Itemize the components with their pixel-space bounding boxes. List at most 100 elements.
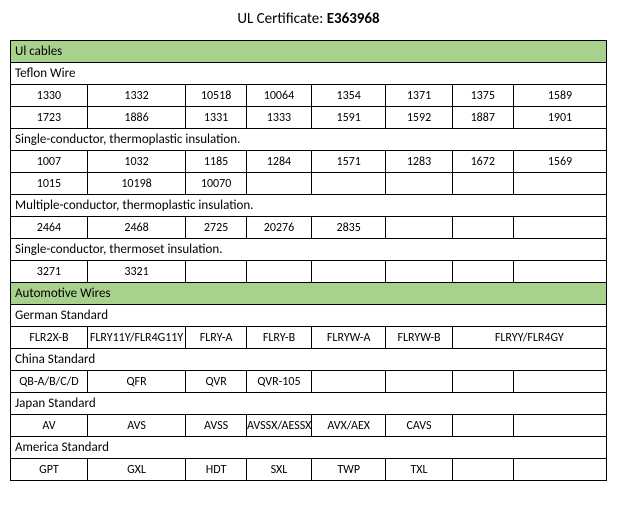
- data-cell: FLRY-A: [186, 327, 247, 349]
- table-row: Japan Standard: [11, 393, 607, 415]
- data-cell: 2725: [186, 217, 247, 239]
- data-cell: AVSSX/AESSX: [246, 415, 311, 437]
- data-cell: 1901: [513, 107, 606, 129]
- data-cell: TXL: [386, 459, 452, 481]
- section-header: Automotive Wires: [11, 283, 607, 305]
- data-cell: [386, 217, 452, 239]
- data-cell: 1332: [87, 85, 185, 107]
- data-cell: [311, 371, 386, 393]
- data-cell: QFR: [87, 371, 185, 393]
- data-cell: [386, 371, 452, 393]
- data-cell: 3271: [11, 261, 88, 283]
- data-cell: CAVS: [386, 415, 452, 437]
- data-cell: 1333: [246, 107, 311, 129]
- data-cell: FLRYY/FLR4GY: [452, 327, 606, 349]
- data-cell: [386, 261, 452, 283]
- data-cell: 3321: [87, 261, 185, 283]
- data-cell: 1371: [386, 85, 452, 107]
- data-cell: 1185: [186, 151, 247, 173]
- data-cell: AV: [11, 415, 88, 437]
- sub-header: German Standard: [11, 305, 607, 327]
- data-cell: 10070: [186, 173, 247, 195]
- data-cell: [246, 173, 311, 195]
- data-cell: [452, 371, 513, 393]
- data-cell: [386, 173, 452, 195]
- sub-header: China Standard: [11, 349, 607, 371]
- data-cell: 2835: [311, 217, 386, 239]
- data-cell: [311, 173, 386, 195]
- data-cell: HDT: [186, 459, 247, 481]
- data-cell: FLR2X-B: [11, 327, 88, 349]
- table-row: 1330133210518100641354137113751589: [11, 85, 607, 107]
- data-cell: 2464: [11, 217, 88, 239]
- section-header: Ul cables: [11, 41, 607, 63]
- table-row: QB-A/B/C/DQFRQVRQVR-105: [11, 371, 607, 393]
- data-cell: 1354: [311, 85, 386, 107]
- data-cell: AVS: [87, 415, 185, 437]
- data-cell: 20276: [246, 217, 311, 239]
- data-cell: AVSS: [186, 415, 247, 437]
- data-cell: GPT: [11, 459, 88, 481]
- data-cell: 1015: [11, 173, 88, 195]
- table-row: 17231886133113331591159218871901: [11, 107, 607, 129]
- data-cell: [186, 261, 247, 283]
- sub-header: Single-conductor, thermoplastic insulati…: [11, 129, 607, 151]
- title-value: E363968: [327, 10, 380, 28]
- data-cell: AVX/AEX: [311, 415, 386, 437]
- table-row: China Standard: [11, 349, 607, 371]
- sub-header: Single-conductor, thermoset insulation.: [11, 239, 607, 261]
- table-row: America Standard: [11, 437, 607, 459]
- sub-header: Multiple-conductor, thermoplastic insula…: [11, 195, 607, 217]
- table-row: Teflon Wire: [11, 63, 607, 85]
- data-cell: GXL: [87, 459, 185, 481]
- data-cell: [452, 173, 513, 195]
- table-row: FLR2X-BFLRY11Y/FLR4G11YFLRY-AFLRY-BFLRYW…: [11, 327, 607, 349]
- data-cell: 1589: [513, 85, 606, 107]
- data-cell: TWP: [311, 459, 386, 481]
- table-row: Single-conductor, thermoset insulation.: [11, 239, 607, 261]
- data-cell: 10518: [186, 85, 247, 107]
- certificate-table: Ul cablesTeflon Wire13301332105181006413…: [10, 40, 607, 481]
- data-cell: [513, 459, 606, 481]
- data-cell: 1591: [311, 107, 386, 129]
- data-cell: 1569: [513, 151, 606, 173]
- sub-header: Teflon Wire: [11, 63, 607, 85]
- table-row: Automotive Wires: [11, 283, 607, 305]
- table-row: 246424682725202762835: [11, 217, 607, 239]
- table-row: AVAVSAVSSAVSSX/AESSXAVX/AEXCAVS: [11, 415, 607, 437]
- sub-header: Japan Standard: [11, 393, 607, 415]
- table-row: GPTGXLHDTSXLTWPTXL: [11, 459, 607, 481]
- table-row: German Standard: [11, 305, 607, 327]
- table-row: 10151019810070: [11, 173, 607, 195]
- data-cell: 1284: [246, 151, 311, 173]
- data-cell: [513, 217, 606, 239]
- data-cell: 1571: [311, 151, 386, 173]
- data-cell: 1331: [186, 107, 247, 129]
- data-cell: 1592: [386, 107, 452, 129]
- data-cell: [452, 459, 513, 481]
- data-cell: 1723: [11, 107, 88, 129]
- data-cell: 1887: [452, 107, 513, 129]
- sub-header: America Standard: [11, 437, 607, 459]
- data-cell: [452, 217, 513, 239]
- data-cell: 10198: [87, 173, 185, 195]
- data-cell: QB-A/B/C/D: [11, 371, 88, 393]
- data-cell: [513, 173, 606, 195]
- data-cell: 1007: [11, 151, 88, 173]
- table-row: Multiple-conductor, thermoplastic insula…: [11, 195, 607, 217]
- data-cell: FLRYW-A: [311, 327, 386, 349]
- data-cell: 10064: [246, 85, 311, 107]
- page-title: UL Certificate: E363968: [10, 10, 607, 28]
- data-cell: QVR: [186, 371, 247, 393]
- data-cell: [452, 415, 513, 437]
- table-row: Single-conductor, thermoplastic insulati…: [11, 129, 607, 151]
- data-cell: FLRY11Y/FLR4G11Y: [87, 327, 185, 349]
- data-cell: [513, 261, 606, 283]
- data-cell: 1032: [87, 151, 185, 173]
- data-cell: 1886: [87, 107, 185, 129]
- table-row: Ul cables: [11, 41, 607, 63]
- title-label: UL Certificate:: [237, 10, 323, 28]
- data-cell: [513, 415, 606, 437]
- data-cell: SXL: [246, 459, 311, 481]
- data-cell: QVR-105: [246, 371, 311, 393]
